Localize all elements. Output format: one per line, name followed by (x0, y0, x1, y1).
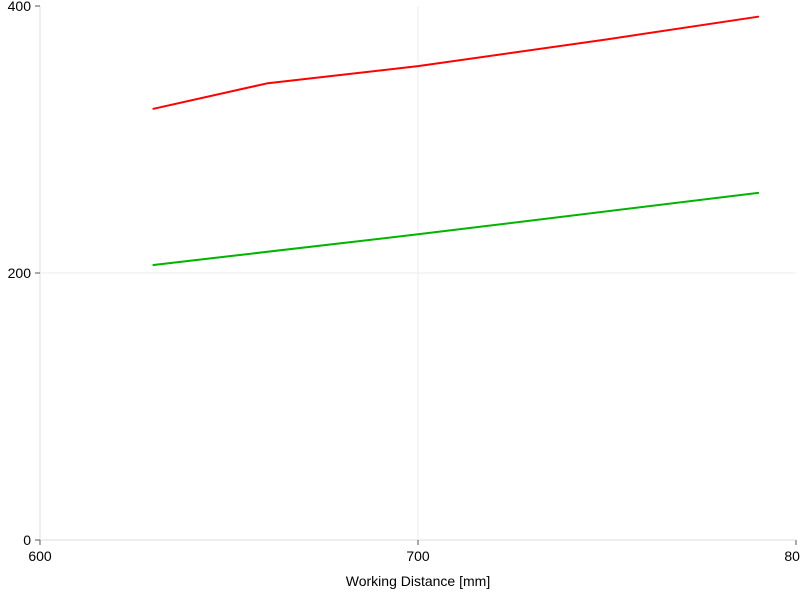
chart-svg: 600 700 800 0 200 400 Working Distance [mm] (0, 0, 800, 602)
x-tick-label: 600 (28, 548, 52, 564)
x-axis-label: Working Distance [mm] (346, 573, 490, 589)
line-chart: 600 700 800 0 200 400 Working Distance [mm] (0, 0, 800, 602)
y-tick-label: 400 (8, 0, 32, 14)
x-tick-label: 700 (406, 548, 430, 564)
y-tick-label: 200 (8, 265, 32, 281)
x-tick-label: 800 (784, 548, 800, 564)
y-tick-label: 0 (23, 532, 31, 548)
